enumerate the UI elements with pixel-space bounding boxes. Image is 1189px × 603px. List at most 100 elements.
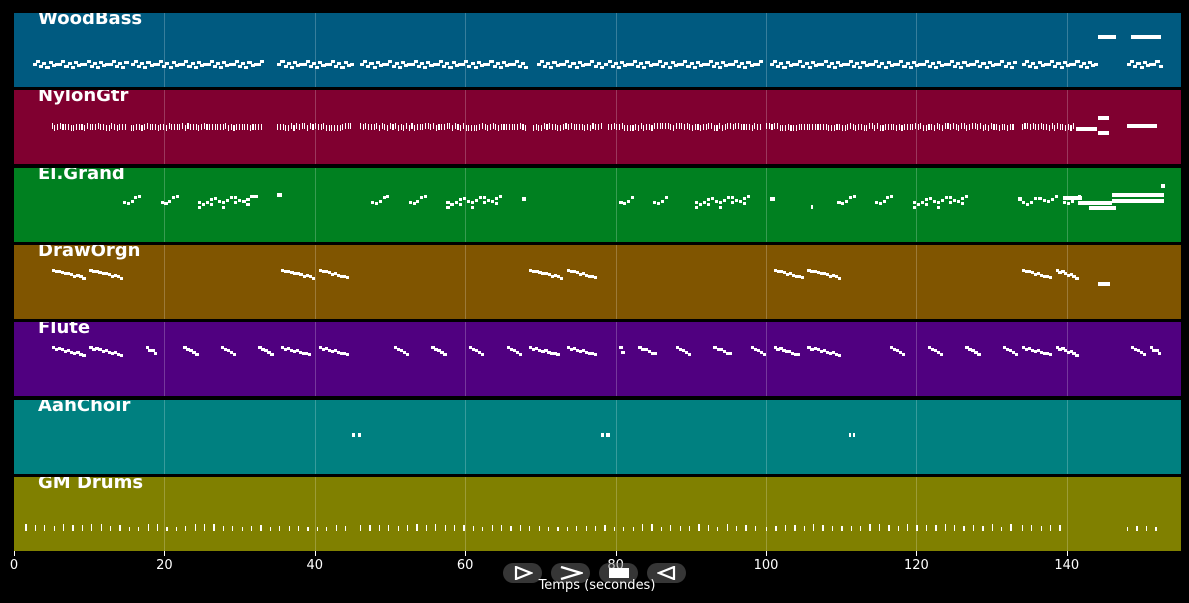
note bbox=[1061, 270, 1065, 274]
note bbox=[63, 272, 68, 276]
note bbox=[543, 123, 545, 130]
note bbox=[535, 269, 539, 273]
note bbox=[54, 270, 59, 274]
note bbox=[906, 124, 908, 131]
note bbox=[869, 523, 871, 531]
note bbox=[250, 525, 253, 531]
note bbox=[330, 272, 334, 276]
note bbox=[855, 125, 857, 132]
note bbox=[882, 200, 886, 204]
note bbox=[727, 63, 732, 66]
note bbox=[908, 66, 913, 69]
note bbox=[543, 65, 548, 68]
note bbox=[877, 123, 879, 130]
note bbox=[389, 123, 391, 130]
track-lane: DrawOrgn bbox=[14, 244, 1181, 319]
note bbox=[699, 64, 704, 67]
note bbox=[402, 350, 407, 354]
note bbox=[414, 125, 416, 132]
note bbox=[157, 125, 159, 132]
note bbox=[1139, 350, 1144, 354]
note bbox=[745, 524, 747, 531]
note bbox=[267, 350, 271, 354]
track-lane: Flute bbox=[14, 322, 1181, 397]
note bbox=[828, 125, 830, 132]
note bbox=[222, 206, 226, 210]
note bbox=[214, 197, 218, 201]
rewind-button[interactable] bbox=[647, 563, 686, 583]
note bbox=[130, 63, 135, 66]
stop-button[interactable] bbox=[599, 563, 638, 583]
note bbox=[222, 201, 226, 205]
note bbox=[673, 64, 678, 67]
note bbox=[42, 62, 47, 65]
note bbox=[160, 124, 162, 131]
note bbox=[481, 123, 483, 130]
note bbox=[318, 61, 323, 64]
note bbox=[519, 123, 521, 130]
note bbox=[1070, 125, 1072, 132]
note bbox=[288, 125, 290, 132]
note bbox=[119, 124, 121, 131]
note bbox=[771, 124, 773, 131]
note bbox=[667, 66, 672, 69]
note bbox=[407, 63, 412, 66]
note bbox=[1046, 63, 1052, 66]
note bbox=[70, 125, 72, 132]
note bbox=[120, 276, 124, 280]
note bbox=[443, 353, 447, 357]
note bbox=[277, 63, 282, 66]
note bbox=[362, 124, 364, 131]
note bbox=[589, 125, 591, 132]
note bbox=[974, 350, 978, 354]
note bbox=[305, 60, 310, 63]
note bbox=[283, 65, 288, 68]
note bbox=[796, 352, 801, 356]
note bbox=[587, 124, 589, 131]
note bbox=[681, 123, 683, 130]
note bbox=[492, 65, 497, 68]
note bbox=[785, 350, 789, 354]
grid-line bbox=[314, 244, 316, 319]
note bbox=[832, 273, 836, 277]
note bbox=[1001, 124, 1003, 131]
note bbox=[419, 124, 421, 131]
note bbox=[105, 125, 107, 132]
play-button[interactable] bbox=[503, 563, 542, 583]
note bbox=[573, 124, 575, 131]
note bbox=[1127, 526, 1129, 531]
note bbox=[898, 124, 900, 131]
note bbox=[320, 124, 322, 131]
note bbox=[1130, 346, 1135, 350]
note bbox=[114, 65, 120, 68]
note bbox=[166, 526, 168, 531]
note bbox=[829, 62, 834, 65]
note bbox=[67, 349, 71, 353]
note bbox=[936, 123, 938, 130]
note bbox=[479, 64, 485, 67]
note bbox=[718, 201, 722, 205]
note bbox=[597, 124, 600, 131]
note bbox=[352, 432, 356, 437]
note bbox=[905, 62, 910, 65]
note bbox=[279, 124, 282, 131]
note bbox=[623, 64, 628, 67]
fast-forward-button[interactable] bbox=[551, 563, 590, 583]
note bbox=[577, 61, 582, 64]
note bbox=[400, 124, 402, 131]
note bbox=[893, 124, 895, 131]
note bbox=[566, 526, 569, 531]
track-lane: NylonGtr bbox=[14, 90, 1181, 165]
note bbox=[285, 125, 287, 132]
note bbox=[465, 125, 467, 132]
note bbox=[1034, 66, 1039, 69]
note bbox=[419, 62, 425, 65]
note bbox=[423, 195, 427, 199]
note bbox=[773, 268, 777, 272]
note bbox=[529, 268, 533, 272]
note bbox=[892, 63, 898, 66]
note bbox=[232, 353, 237, 357]
note bbox=[680, 63, 685, 66]
note bbox=[687, 353, 692, 357]
note bbox=[143, 66, 148, 69]
